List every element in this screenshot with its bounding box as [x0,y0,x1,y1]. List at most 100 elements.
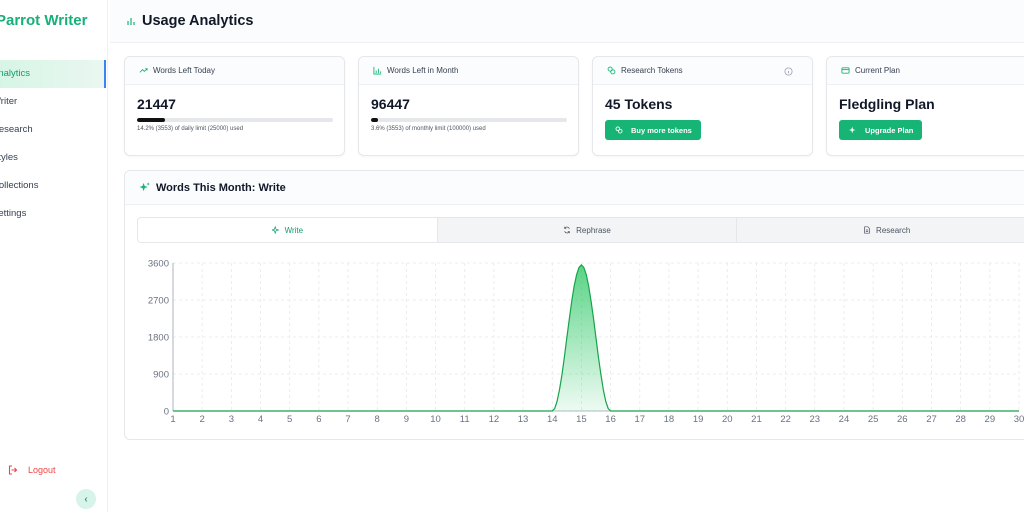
research-tokens-card: Research Tokens 45 Tokens Buy more token… [592,56,813,156]
chart-tabs: Write Rephrase Research [137,217,1024,243]
sidebar-item-label: Writer [0,96,18,107]
card-header: Current Plan [827,57,1024,85]
upgrade-plan-button[interactable]: Upgrade Plan [839,120,923,140]
sparkles-icon [139,182,150,192]
x-tick-label: 19 [693,414,704,425]
x-tick-label: 16 [605,414,616,425]
buy-tokens-button[interactable]: Buy more tokens [605,120,701,140]
bar-chart-icon [127,18,135,25]
x-tick-label: 5 [287,414,292,425]
sidebar-nav: Analytics Writer Research Styles Collect… [0,60,106,228]
tab-research[interactable]: Research [737,218,1024,242]
words-chart-card: Words This Month: Write Write Rephrase R… [124,170,1024,440]
x-tick-label: 12 [489,414,500,425]
x-tick-label: 21 [751,414,762,425]
series-line [173,264,1019,412]
sidebar: Parrot Writer Analytics Writer Research … [0,0,108,512]
refresh-icon [564,226,570,234]
daily-progress-bar [137,118,333,122]
x-tick-label: 9 [404,414,409,425]
coins-icon [607,66,616,75]
sidebar-item-label: Styles [0,152,18,163]
main-content: Usage Analytics Words Left Today 21447 1… [110,0,1024,512]
card-note: 14.2% (3553) of daily limit (25000) used [137,126,244,132]
sidebar-item-styles[interactable]: Styles [0,144,106,172]
logout-icon [8,465,18,475]
x-tick-label: 30 [1014,414,1024,425]
sidebar-item-collections[interactable]: Collections [0,172,106,200]
x-tick-label: 18 [664,414,675,425]
words-left-month-card: Words Left in Month 96447 3.6% (3553) of… [358,56,579,156]
x-tick-label: 4 [258,414,263,425]
x-tick-label: 15 [576,414,587,425]
y-tick-label: 900 [153,370,169,381]
coins-icon [615,126,623,134]
button-label: Buy more tokens [631,125,692,135]
x-tick-label: 24 [839,414,850,425]
collapse-sidebar-button[interactable]: ‹ [76,489,96,509]
chart-header: Words This Month: Write [125,171,1024,205]
x-tick-label: 20 [722,414,733,425]
card-title: Words Left Today [153,66,215,75]
page-header: Usage Analytics [110,0,1024,43]
x-tick-label: 26 [897,414,908,425]
y-tick-label: 3600 [148,259,169,270]
chevron-left-icon: ‹ [84,493,88,505]
sidebar-item-writer[interactable]: Writer [0,88,106,116]
tab-rephrase[interactable]: Rephrase [438,218,738,242]
x-tick-label: 2 [200,414,205,425]
logout-button[interactable]: Logout [8,465,56,475]
x-tick-label: 29 [985,414,996,425]
x-tick-label: 28 [955,414,966,425]
brand-logo[interactable]: Parrot Writer [0,12,88,29]
trending-up-icon [139,68,148,73]
x-tick-label: 7 [345,414,350,425]
sidebar-item-label: Settings [0,208,27,219]
x-tick-label: 8 [375,414,380,425]
tab-label: Rephrase [576,225,611,235]
series-area [173,264,1019,411]
progress-fill [371,118,379,122]
y-tick-label: 2700 [148,296,169,307]
card-header: Research Tokens [593,57,812,85]
card-value: 45 Tokens [605,96,673,112]
sidebar-item-label: Collections [0,180,39,191]
words-left-today-card: Words Left Today 21447 14.2% (3553) of d… [124,56,345,156]
monthly-progress-bar [371,118,567,122]
card-header: Words Left in Month [359,57,578,85]
y-tick-label: 1800 [148,333,169,344]
x-tick-label: 14 [547,414,558,425]
x-tick-label: 6 [316,414,321,425]
document-icon [864,226,870,234]
x-tick-label: 3 [229,414,234,425]
sparkles-icon [271,226,280,234]
sidebar-item-label: Research [0,124,33,135]
credit-card-icon [841,67,850,74]
x-tick-label: 22 [780,414,791,425]
x-tick-label: 13 [518,414,529,425]
card-value: 21447 [137,96,176,112]
card-title: Words Left in Month [387,66,459,75]
sidebar-item-analytics[interactable]: Analytics [0,60,106,88]
bar-chart-icon [373,66,382,75]
logout-label: Logout [28,465,56,475]
tab-write[interactable]: Write [138,218,438,242]
sidebar-item-research[interactable]: Research [0,116,106,144]
page-title: Usage Analytics [142,13,254,29]
x-tick-label: 11 [460,414,470,425]
x-tick-label: 17 [634,414,645,425]
x-tick-label: 23 [810,414,821,425]
card-header: Words Left Today [125,57,344,85]
x-tick-label: 25 [868,414,879,425]
info-icon[interactable] [784,67,793,76]
card-value: 96447 [371,96,410,112]
progress-fill [137,118,165,122]
tab-label: Research [876,225,911,235]
sparkles-icon [849,126,856,134]
y-tick-label: 0 [164,407,169,418]
sidebar-item-settings[interactable]: Settings [0,200,106,228]
chart-title: Words This Month: Write [156,181,286,194]
x-tick-label: 1 [170,414,175,425]
button-label: Upgrade Plan [865,125,914,135]
